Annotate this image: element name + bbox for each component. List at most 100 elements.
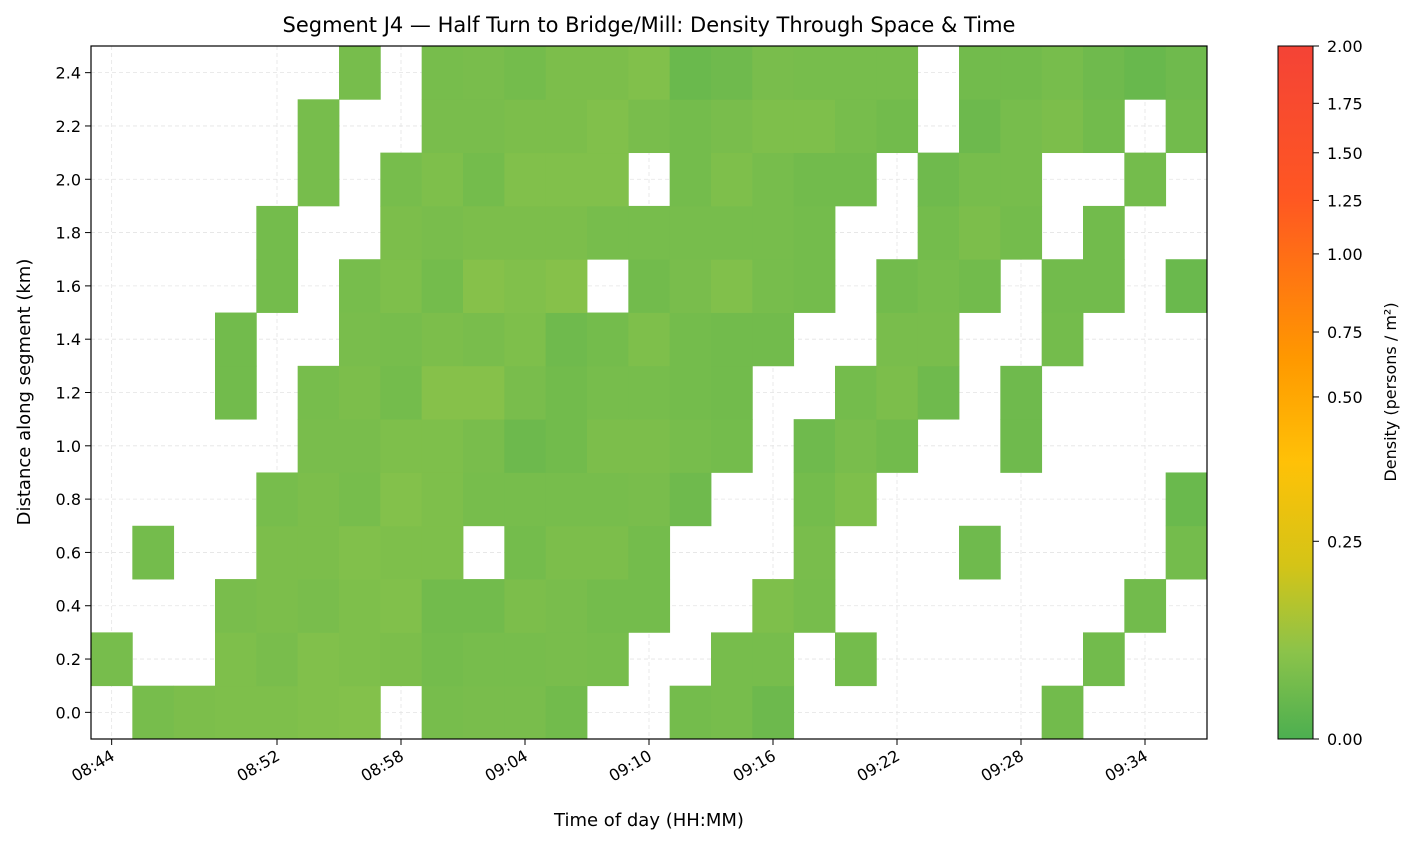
x-tick-label: 08:58 (358, 746, 407, 786)
heatmap-cell (380, 312, 423, 367)
heatmap-cell (339, 46, 381, 100)
heatmap-cell (793, 472, 836, 527)
colorbar-tick-label: 0.50 (1327, 388, 1363, 407)
colorbar-label: Density (persons / m²) (1381, 302, 1400, 481)
heatmap-cell (545, 525, 588, 580)
heatmap-cell (297, 525, 340, 580)
heatmap-cell (752, 205, 795, 260)
heatmap-cell (835, 46, 877, 100)
heatmap-cell (835, 472, 877, 527)
heatmap-cell (587, 152, 629, 207)
heatmap-cell (504, 419, 547, 473)
heatmap-cell (504, 259, 547, 313)
heatmap-cell (587, 525, 629, 580)
heatmap-cell (339, 259, 381, 313)
heatmap-cell (297, 99, 340, 154)
heatmap-cell (215, 685, 257, 740)
y-tick-label: 0.6 (56, 543, 81, 562)
heatmap-cell (587, 632, 629, 687)
heatmap-cell (1083, 46, 1125, 100)
heatmap-cell (1000, 419, 1043, 473)
heatmap-cell (463, 419, 505, 473)
x-tick-label: 08:52 (234, 746, 283, 786)
heatmap-cell (339, 365, 381, 420)
heatmap-cell (752, 685, 795, 740)
heatmap-cell (793, 259, 836, 313)
heatmap-cell (711, 419, 753, 473)
heatmap-cell (380, 632, 423, 687)
heatmap-cell (297, 579, 340, 633)
colorbar-tick-label: 1.75 (1327, 94, 1363, 113)
heatmap-cell (421, 259, 464, 313)
heatmap-cell (504, 312, 547, 367)
x-tick-label: 09:28 (978, 746, 1027, 786)
heatmap-cell (504, 472, 547, 527)
y-axis-label: Distance along segment (km) (14, 259, 35, 526)
heatmap-cell (752, 259, 795, 313)
heatmap-cell (587, 579, 629, 633)
heatmap-cell (545, 365, 588, 420)
heatmap-cells (91, 46, 1208, 740)
x-axis-ticks: 08:44 08:52 08:58 09:04 09:10 09:16 09:22 09:28… (68, 739, 1151, 786)
heatmap-cell (504, 632, 547, 687)
colorbar-tick-label: 1.50 (1327, 144, 1363, 163)
heatmap-cell (215, 365, 257, 420)
y-tick-label: 1.6 (56, 277, 81, 296)
heatmap-cell (1124, 46, 1167, 100)
heatmap-cell (587, 46, 629, 100)
heatmap-cell (628, 259, 671, 313)
heatmap-cell (545, 205, 588, 260)
y-tick-label: 0.0 (56, 703, 81, 722)
heatmap-cell (1041, 312, 1084, 367)
heatmap-cell (876, 419, 919, 473)
heatmap-cell (835, 99, 877, 154)
heatmap-cell (628, 419, 671, 473)
heatmap-cell (132, 685, 175, 740)
heatmap-cell (628, 205, 671, 260)
y-tick-label: 0.8 (56, 490, 81, 509)
heatmap-cell (463, 205, 505, 260)
heatmap-cell (793, 525, 836, 580)
heatmap-cell (1165, 525, 1208, 580)
heatmap-cell (256, 205, 299, 260)
heatmap-cell (917, 259, 960, 313)
heatmap-cell (297, 152, 340, 207)
heatmap-cell (215, 579, 257, 633)
heatmap-cell (215, 312, 257, 367)
heatmap-cell (421, 579, 464, 633)
heatmap-cell (587, 472, 629, 527)
heatmap-cell (297, 685, 340, 740)
heatmap-cell (752, 99, 795, 154)
heatmap-cell (297, 472, 340, 527)
heatmap-cell (669, 46, 712, 100)
heatmap-cell (504, 685, 547, 740)
colorbar-tick-label: 2.00 (1327, 37, 1363, 56)
heatmap-cell (628, 312, 671, 367)
heatmap-cell (587, 205, 629, 260)
heatmap-cell (669, 685, 712, 740)
heatmap-cell (793, 419, 836, 473)
heatmap-cell (1165, 472, 1208, 527)
colorbar-tick-label: 0.00 (1327, 730, 1363, 749)
heatmap-cell (380, 205, 423, 260)
heatmap-cell (876, 259, 919, 313)
heatmap-cell (628, 99, 671, 154)
heatmap-cell (587, 365, 629, 420)
heatmap-cell (1000, 99, 1043, 154)
colorbar-tick-label: 0.25 (1327, 532, 1363, 551)
heatmap-cell (711, 99, 753, 154)
heatmap-cell (917, 312, 960, 367)
y-tick-label: 0.2 (56, 650, 81, 669)
heatmap-cell (587, 99, 629, 154)
x-tick-label: 08:44 (68, 746, 117, 786)
heatmap-cell (669, 259, 712, 313)
heatmap-cell (628, 365, 671, 420)
heatmap-cell (421, 472, 464, 527)
heatmap-cell (1083, 632, 1125, 687)
heatmap-cell (421, 632, 464, 687)
heatmap-cell (959, 259, 1001, 313)
heatmap-cell (793, 99, 836, 154)
heatmap-cell (752, 632, 795, 687)
x-tick-label: 09:04 (482, 746, 531, 786)
heatmap-cell (711, 685, 753, 740)
